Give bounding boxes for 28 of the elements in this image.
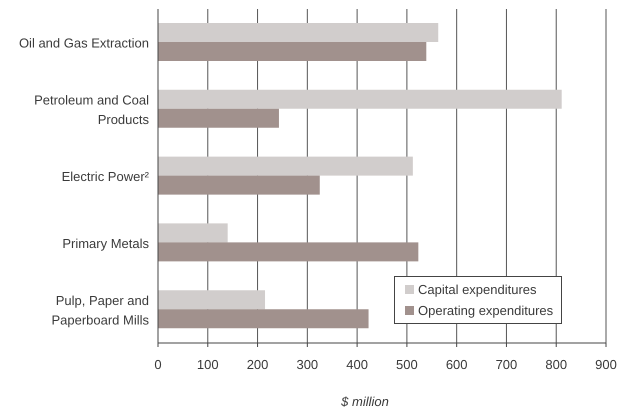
bar xyxy=(158,223,228,242)
legend-label: Capital expenditures xyxy=(418,282,537,297)
bar xyxy=(158,242,418,262)
bar xyxy=(158,309,369,328)
y-tick-label: Pulp, Paper and Paperboard Mills xyxy=(51,292,150,327)
x-tick-label: 300 xyxy=(296,357,318,372)
y-tick-label: Oil and Gas Extraction xyxy=(18,34,149,50)
x-tick-label: 200 xyxy=(246,357,268,372)
bar xyxy=(158,108,279,128)
x-tick-label: 100 xyxy=(196,357,219,372)
y-tick-label: Electric Power² xyxy=(62,168,150,184)
x-tick-label: 600 xyxy=(446,357,468,372)
x-axis-title: $ million xyxy=(340,394,389,409)
y-tick-label: Petroleum and Coal Products xyxy=(34,92,150,126)
bar xyxy=(158,90,562,109)
bar xyxy=(158,290,266,310)
bar xyxy=(158,42,426,61)
bar xyxy=(158,23,438,42)
legend-label: Operating expenditures xyxy=(418,303,554,318)
x-tick-label: 700 xyxy=(496,357,518,372)
y-tick-label: Primary Metals xyxy=(62,235,150,250)
bar xyxy=(158,156,413,176)
bar xyxy=(158,176,320,195)
x-tick-label: 0 xyxy=(154,357,162,372)
x-tick-label: 400 xyxy=(346,357,368,372)
x-tick-label: 500 xyxy=(396,357,418,372)
x-tick-label: 900 xyxy=(595,357,617,372)
x-tick-label: 800 xyxy=(545,357,568,372)
